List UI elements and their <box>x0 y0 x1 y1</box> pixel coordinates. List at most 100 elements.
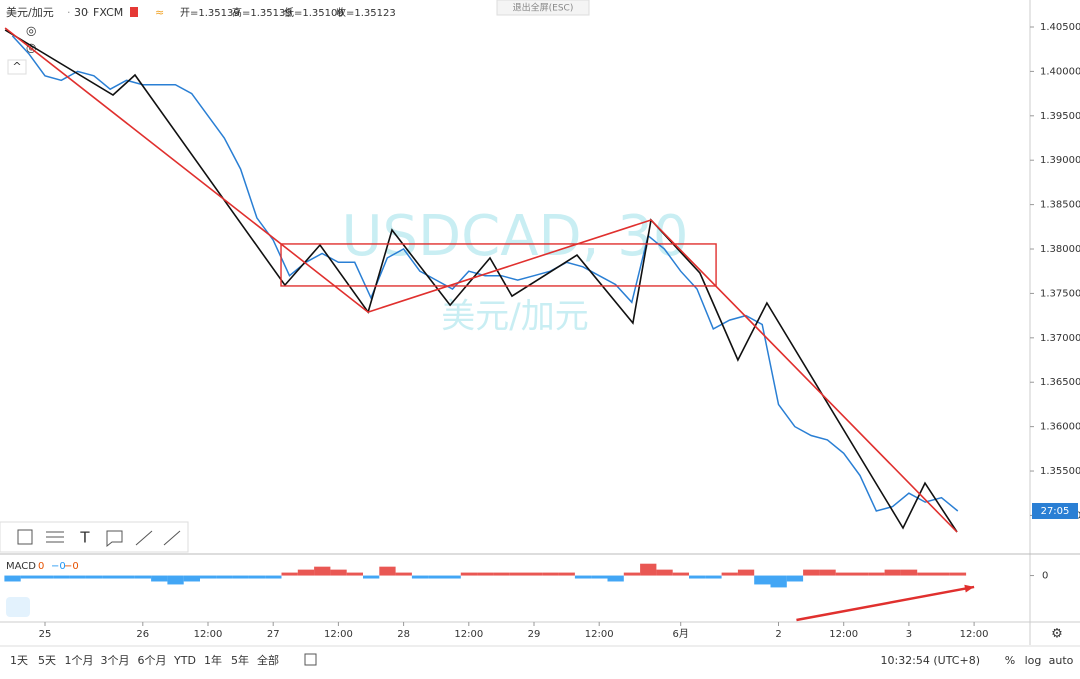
eye-icon[interactable]: ◎ <box>26 24 36 38</box>
footer: 1天 5天 1个月 3个月 6个月 YTD 1年 5年 全部 10:32:54 (UTC+8)% l… <box>10 653 1074 667</box>
macd-label: MACD <box>6 561 36 572</box>
macd-bar <box>167 575 184 585</box>
range-box <box>280 243 717 287</box>
macd-bar <box>526 572 543 576</box>
macd-bar <box>151 575 168 582</box>
range-button[interactable]: 1个月 <box>65 654 94 667</box>
range-button[interactable]: YTD <box>173 654 196 667</box>
macd-bar <box>248 575 266 579</box>
y-tick-label: 1.37500 <box>1040 288 1080 299</box>
macd-bar <box>37 575 54 579</box>
ohlc-value: 开=1.35139 <box>180 8 240 19</box>
y-tick-label: 1.39500 <box>1040 111 1080 122</box>
macd-bar <box>363 575 380 579</box>
date-range-icon[interactable] <box>304 653 317 666</box>
collapse-button[interactable] <box>7 59 27 75</box>
line-tool[interactable] <box>163 530 181 546</box>
macd-bar <box>297 569 315 576</box>
logo[interactable] <box>6 597 30 617</box>
macd-bar <box>216 575 233 579</box>
x-tick-label: 3 <box>906 629 912 640</box>
macd-bar <box>917 572 934 576</box>
exit-fullscreen-label[interactable]: 退出全屏(ESC) <box>513 2 574 14</box>
range-button[interactable]: 5年 <box>231 653 249 667</box>
collapse-icon[interactable]: ^ <box>12 60 21 73</box>
range-button[interactable]: 3个月 <box>101 654 130 667</box>
macd-bar <box>721 572 738 576</box>
ohlc-value: 低=1.35109 <box>284 6 344 19</box>
x-tick-label: 28 <box>397 629 410 640</box>
range-button[interactable]: 1年 <box>204 653 222 667</box>
price-line <box>11 35 959 512</box>
range-button[interactable]: 5天 <box>38 654 56 667</box>
macd-bar <box>558 572 575 576</box>
clock: 10:32:54 (UTC+8) <box>880 654 980 667</box>
flag-icon[interactable] <box>130 7 138 17</box>
macd-bar <box>428 575 445 579</box>
x-tick-label: 12:00 <box>585 629 614 640</box>
callout-tool[interactable] <box>106 530 123 548</box>
x-tick-label: 12:00 <box>960 629 989 640</box>
settings-icon[interactable]: ⚙ <box>1051 627 1063 642</box>
y-tick-label: 1.36500 <box>1040 377 1080 388</box>
x-tick-label: 12:00 <box>324 629 353 640</box>
ohlc-value: 高=1.35139 <box>232 6 292 19</box>
macd-bar <box>933 572 950 576</box>
macd-bar <box>868 572 885 576</box>
macd-bar <box>330 569 347 576</box>
range-button[interactable]: 全部 <box>257 653 279 667</box>
macd-bar <box>20 575 37 579</box>
separator: · <box>86 6 90 19</box>
drawing-toolbar: T <box>0 521 189 553</box>
x-tick-label: 27 <box>267 629 280 640</box>
range-button[interactable]: 1天 <box>10 654 28 667</box>
x-tick-label: 12:00 <box>829 629 858 640</box>
brush-tool[interactable] <box>135 530 153 546</box>
y-tick-label: 1.39000 <box>1040 155 1080 166</box>
macd-bar <box>542 572 559 576</box>
macd-bar <box>623 572 641 576</box>
axis-option[interactable]: % <box>1005 654 1015 667</box>
macd-bar <box>803 569 820 576</box>
macd-param: −0 <box>64 561 79 572</box>
macd-bar <box>379 566 396 576</box>
ohlc-value: 收=1.35123 <box>336 6 396 19</box>
macd-bar <box>672 572 689 576</box>
trend-drawing <box>4 27 958 533</box>
macd-bar <box>85 575 103 579</box>
x-tick-label: 12:00 <box>454 629 483 640</box>
text-tool[interactable]: T <box>79 529 90 547</box>
y-tick-label: 1.38000 <box>1040 244 1080 255</box>
source: FXCM <box>93 6 123 19</box>
macd-bar <box>737 569 755 576</box>
fib-tool[interactable] <box>46 531 64 543</box>
macd-bar <box>4 575 21 582</box>
axis-option[interactable]: log <box>1025 654 1042 667</box>
macd-bar <box>69 575 86 579</box>
macd-bar <box>754 575 771 585</box>
compare-icon[interactable]: ≈ <box>155 6 164 19</box>
macd-bar <box>53 575 70 579</box>
macd-bar <box>493 572 510 576</box>
range-button[interactable]: 6个月 <box>138 654 167 667</box>
x-tick-label: 12:00 <box>194 629 223 640</box>
exit-fullscreen-button[interactable] <box>496 0 590 16</box>
x-tick-label: 6月 <box>673 628 689 640</box>
zigzag-drawing <box>4 29 958 533</box>
macd-bar <box>395 572 412 576</box>
macd-tick-label: 0 <box>1042 571 1048 582</box>
macd-bar <box>819 569 836 576</box>
macd-bar <box>265 575 282 579</box>
macd-bar <box>200 575 217 579</box>
macd-bar <box>232 575 249 579</box>
symbol: 美元/加元 <box>6 6 54 19</box>
x-tick-label: 26 <box>136 629 149 640</box>
macd-bar <box>852 572 869 576</box>
macd-param: −0 <box>51 561 66 572</box>
axis-option[interactable]: auto <box>1049 654 1074 667</box>
macd-bar <box>656 569 673 576</box>
macd-bar <box>460 572 478 576</box>
countdown-label: 27:05 <box>1041 506 1070 517</box>
macd-bar <box>770 575 787 588</box>
rect-tool[interactable] <box>17 529 33 545</box>
